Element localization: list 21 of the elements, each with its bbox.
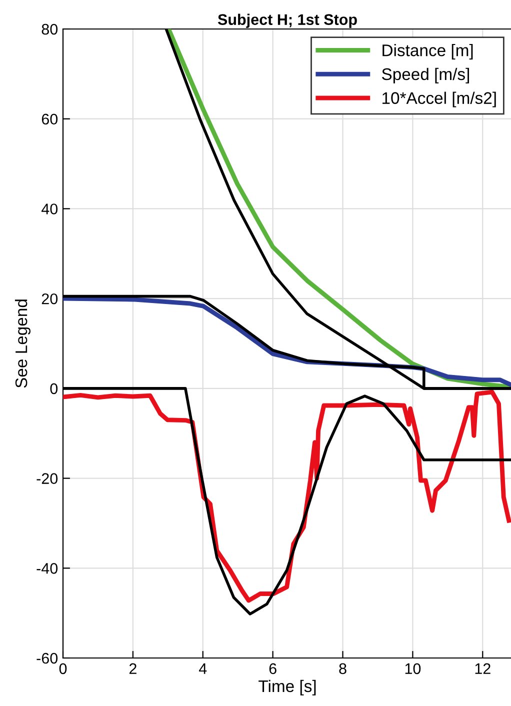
x-tick-label: 6 xyxy=(269,663,276,674)
x-tick-label: 0 xyxy=(59,663,67,674)
y-tick-label: -20 xyxy=(36,473,58,484)
x-tick-label: 12 xyxy=(475,663,490,674)
chart-title: Subject H; 1st Stop xyxy=(218,14,357,28)
y-tick-label: 20 xyxy=(42,293,58,304)
x-tick-label: 10 xyxy=(405,663,421,674)
x-tick-label: 4 xyxy=(198,663,207,674)
legend-label: Speed [m/s] xyxy=(382,68,469,84)
y-tick-label: -60 xyxy=(36,652,58,664)
legend-label: 10*Accel [m/s2] xyxy=(382,92,496,108)
y-tick-label: 60 xyxy=(42,114,58,125)
legend-label: Distance [m] xyxy=(382,44,473,60)
y-tick-label: 80 xyxy=(42,24,58,35)
y-tick-label: 0 xyxy=(50,383,58,394)
x-axis-title: Time [s] xyxy=(258,680,316,696)
y-tick-label: -40 xyxy=(36,563,58,574)
y-tick-label: 40 xyxy=(42,204,58,214)
x-tick-label: 2 xyxy=(129,663,136,674)
x-tick-label: 8 xyxy=(339,663,346,674)
y-axis-title: See Legend xyxy=(14,300,31,388)
